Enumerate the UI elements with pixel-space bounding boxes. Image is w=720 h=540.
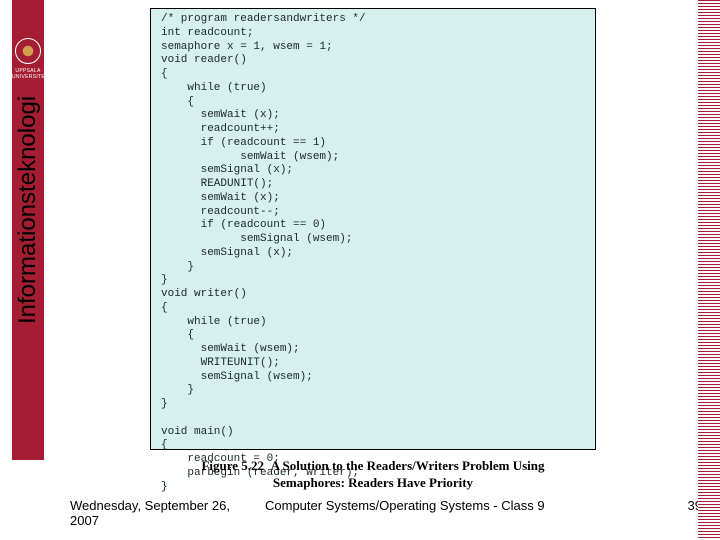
footer-date: Wednesday, September 26, 2007 [70, 498, 255, 528]
figure-caption: Figure 5.22 A Solution to the Readers/Wr… [150, 458, 596, 492]
sidebar: UPPSALA UNIVERSITET Informationsteknolog… [0, 0, 58, 540]
figure-number: Figure 5.22 [201, 458, 264, 473]
code-panel: /* program readersandwriters */ int read… [150, 8, 596, 450]
slide-footer: Wednesday, September 26, 2007 Computer S… [70, 498, 710, 528]
university-name-bottom: UNIVERSITET [12, 74, 44, 80]
university-name: UPPSALA UNIVERSITET [12, 68, 44, 80]
footer-course: Computer Systems/Operating Systems - Cla… [255, 498, 670, 513]
right-decoration-stripes [698, 0, 720, 540]
figure-title-line2: Semaphores: Readers Have Priority [273, 475, 473, 490]
code-listing: /* program readersandwriters */ int read… [151, 9, 595, 498]
figure-title-line1: A Solution to the Readers/Writers Proble… [271, 458, 545, 473]
university-logo-icon [15, 38, 41, 64]
department-title: Informationsteknologi [14, 96, 42, 324]
